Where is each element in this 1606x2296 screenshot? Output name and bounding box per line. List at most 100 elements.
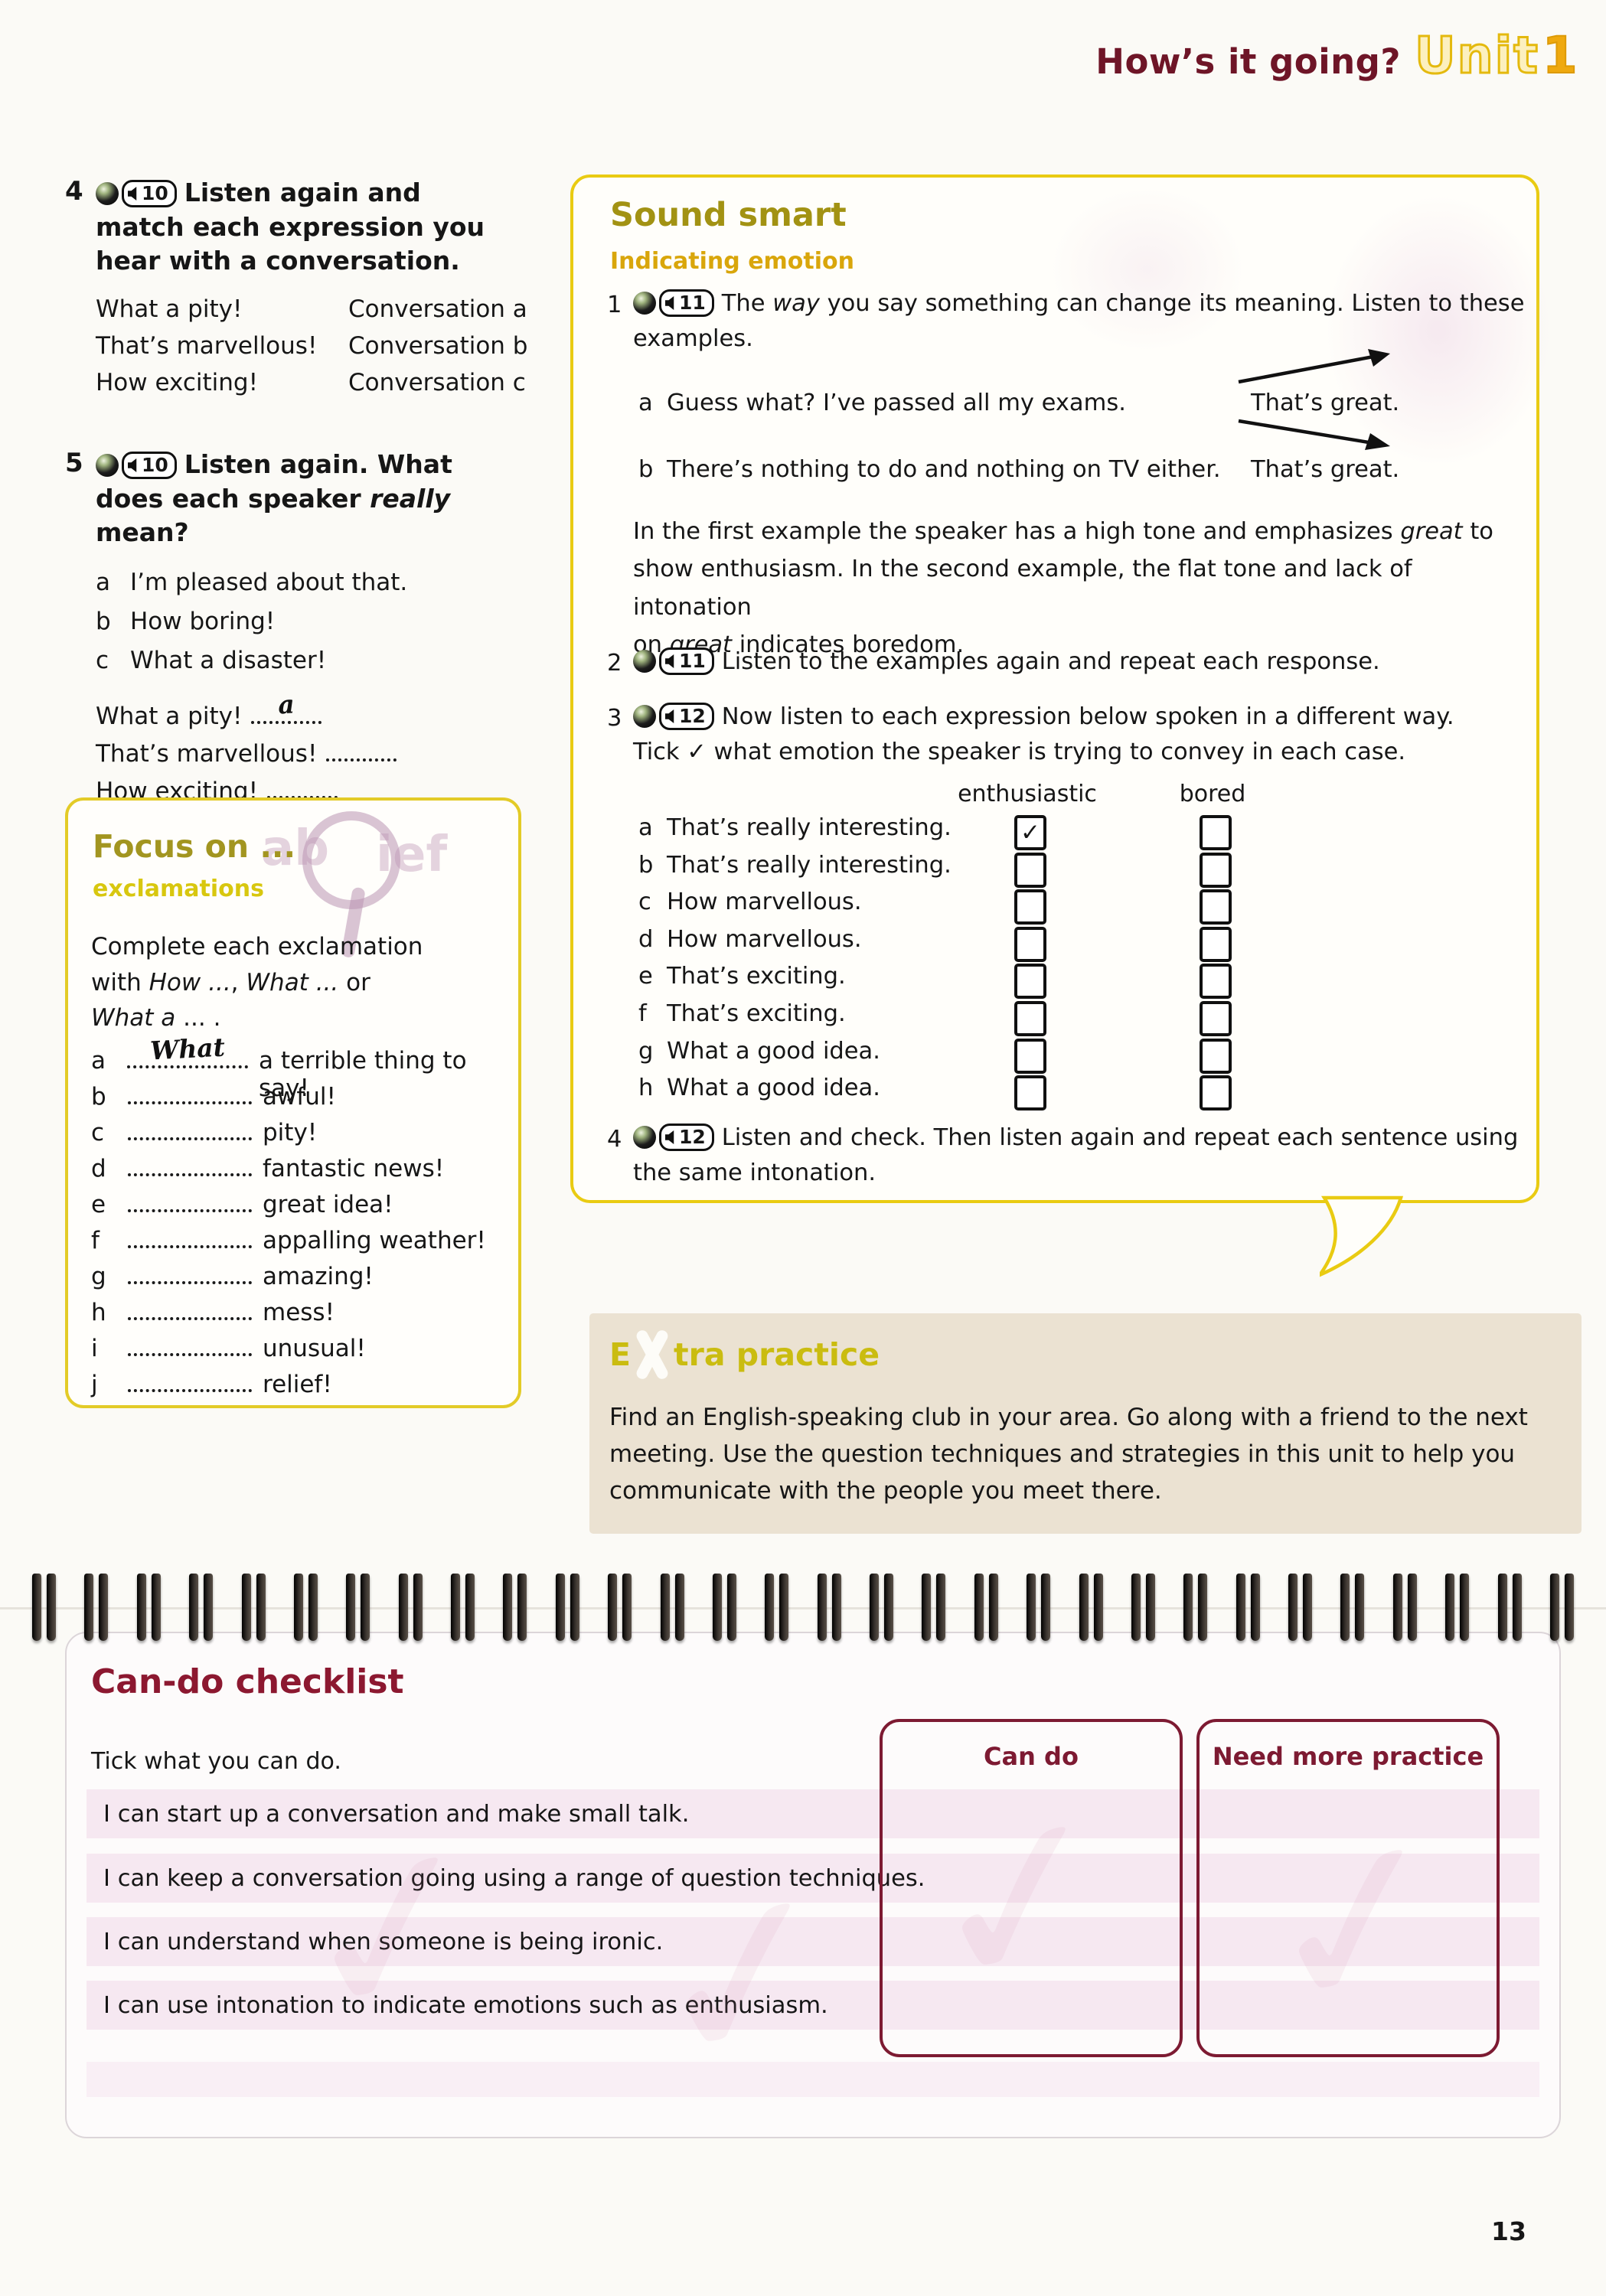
exercise-number: 5: [65, 448, 83, 478]
checklist-row: I can use intonation to indicate emotion…: [87, 1981, 1539, 2030]
checkbox-bored[interactable]: [1200, 964, 1232, 1000]
table-row: d How marvellous.: [573, 926, 1536, 964]
fill-blank[interactable]: What: [126, 1032, 248, 1068]
answer-row: That’s marvellous!: [96, 737, 547, 775]
example-b: b There’s nothing to do and nothing on T…: [573, 419, 1536, 502]
extra-practice-title: E tra practice: [609, 1332, 880, 1378]
checklist-title: Can-do checklist: [91, 1662, 404, 1701]
checkbox-enthusiastic[interactable]: [1014, 964, 1046, 1000]
table-row: f That’s exciting.: [573, 1000, 1536, 1038]
example-letter: a: [638, 390, 653, 416]
table-row: b That’s really interesting.: [573, 852, 1536, 889]
answer-prompt: That’s marvellous!: [96, 739, 318, 768]
fill-blank[interactable]: [128, 1368, 252, 1392]
fill-blank[interactable]: [128, 1152, 252, 1176]
checkbox-enthusiastic[interactable]: [1014, 926, 1046, 962]
option-text: How boring!: [130, 607, 276, 635]
fill-blank[interactable]: [128, 1332, 252, 1356]
extra-practice-body: Find an English-speaking club in your ar…: [609, 1404, 1528, 1505]
speaker-icon: [665, 296, 674, 310]
exclamation-row: a What a terrible thing to say!: [91, 1032, 467, 1102]
conversation-label: Conversation a: [348, 295, 527, 323]
checkbox-enthusiastic[interactable]: ✓: [1014, 815, 1046, 850]
checkbox-bored[interactable]: [1200, 1000, 1232, 1036]
checkbox-bored[interactable]: [1200, 889, 1232, 925]
checkbox-enthusiastic[interactable]: [1014, 889, 1046, 925]
table-row: c How marvellous.: [573, 889, 1536, 926]
answer-blank[interactable]: [267, 775, 338, 799]
page-number: 13: [1491, 2216, 1526, 2246]
binding-prong: [922, 1574, 946, 1646]
checkbox-enthusiastic[interactable]: [1014, 1000, 1046, 1036]
cd-track-number: 11: [679, 650, 706, 673]
can-do-box[interactable]: Can do: [880, 1719, 1183, 2057]
checkbox-enthusiastic[interactable]: [1014, 1038, 1046, 1074]
checklist-row: I can start up a conversation and make s…: [87, 1789, 1539, 1838]
exercise-title: 10 Listen again and match each expressio…: [96, 176, 513, 279]
exercise-5: 5 10 Listen again. What does each speake…: [65, 448, 547, 812]
option-letter: a: [96, 568, 110, 596]
binding-prong: [555, 1574, 579, 1646]
item-number: 1: [607, 292, 622, 318]
cd-track-number: 10: [142, 454, 168, 477]
binding-prong: [1445, 1574, 1470, 1646]
checkbox-bored[interactable]: [1200, 1038, 1232, 1074]
answer-list: What a pity! a That’s marvellous! How exc…: [96, 689, 547, 812]
exercise-title-text: Listen again. What does each speaker: [96, 449, 452, 514]
binding-prong: [1027, 1574, 1051, 1646]
answer-blank[interactable]: a: [251, 689, 322, 724]
example-text: Guess what? I’ve passed all my exams.: [667, 390, 1126, 416]
binding-prong: [398, 1574, 423, 1646]
exercise-title-text: Listen again and match each expression y…: [96, 178, 485, 276]
fill-blank[interactable]: [128, 1080, 252, 1104]
table-row: e That’s exciting.: [573, 963, 1536, 1000]
binding-prong: [241, 1574, 266, 1646]
checkbox-bored[interactable]: [1200, 1075, 1232, 1111]
extra-practice-panel: E tra practice Find an English-speaking …: [589, 1313, 1582, 1534]
checkbox-enthusiastic[interactable]: [1014, 852, 1046, 888]
binding-prong: [346, 1574, 370, 1646]
checkbox-bored[interactable]: [1200, 815, 1232, 850]
conversation-label: Conversation c: [348, 368, 526, 396]
option-text: I’m pleased about that.: [130, 568, 408, 596]
fill-blank[interactable]: [128, 1224, 252, 1248]
cd-track-icon: 10: [96, 452, 177, 479]
binding-prong: [136, 1574, 161, 1646]
expression: That’s marvellous!: [96, 331, 318, 360]
binding-prong: [1079, 1574, 1103, 1646]
binding-prong: [1131, 1574, 1155, 1646]
checkbox-bored[interactable]: [1200, 926, 1232, 962]
need-more-practice-box[interactable]: Need more practice: [1196, 1719, 1500, 2057]
speaker-icon: [665, 1130, 674, 1144]
fill-blank[interactable]: [128, 1188, 252, 1212]
cd-disc-icon: [633, 650, 656, 673]
example-text: There’s nothing to do and nothing on TV …: [667, 456, 1221, 483]
exclamation-row: e great idea!: [91, 1188, 518, 1224]
checkbox-enthusiastic[interactable]: [1014, 1075, 1046, 1111]
fill-blank[interactable]: [128, 1296, 252, 1320]
exercise-4: 4 10 Listen again and match each express…: [65, 176, 547, 406]
exercise-title-text: mean?: [96, 517, 189, 548]
item-line2: Tick ✓ what emotion the speaker is tryin…: [633, 739, 1406, 766]
binding-prong: [974, 1574, 998, 1646]
checklist-item-text: I can keep a conversation going using a …: [103, 1864, 925, 1892]
focus-box-title: Focus on ...: [93, 828, 296, 865]
speaker-icon: [665, 709, 674, 723]
focus-box-instructions: Complete each exclamation with How ..., …: [91, 933, 423, 1032]
fill-blank[interactable]: [128, 1116, 252, 1140]
can-do-checklist-panel: Can-do checklist Tick what you can do. I…: [65, 1632, 1561, 2138]
binding-prong: [503, 1574, 527, 1646]
cd-disc-icon: [96, 182, 119, 205]
table-row: g What a good idea.: [573, 1038, 1536, 1075]
option-letter: c: [96, 646, 109, 674]
cd-track-icon: 11: [633, 647, 714, 675]
fill-blank[interactable]: [128, 1260, 252, 1284]
binding-prong: [1340, 1574, 1365, 1646]
focus-box-subtitle: exclamations: [93, 876, 264, 902]
exclamation-row: i unusual!: [91, 1332, 518, 1368]
checkbox-bored[interactable]: [1200, 852, 1232, 888]
answer-blank[interactable]: [326, 737, 397, 762]
focus-box: ab ief Focus on ... exclamations Complet…: [65, 797, 521, 1408]
example-response: That’s great.: [1238, 349, 1519, 416]
cd-disc-icon: [633, 1126, 656, 1149]
